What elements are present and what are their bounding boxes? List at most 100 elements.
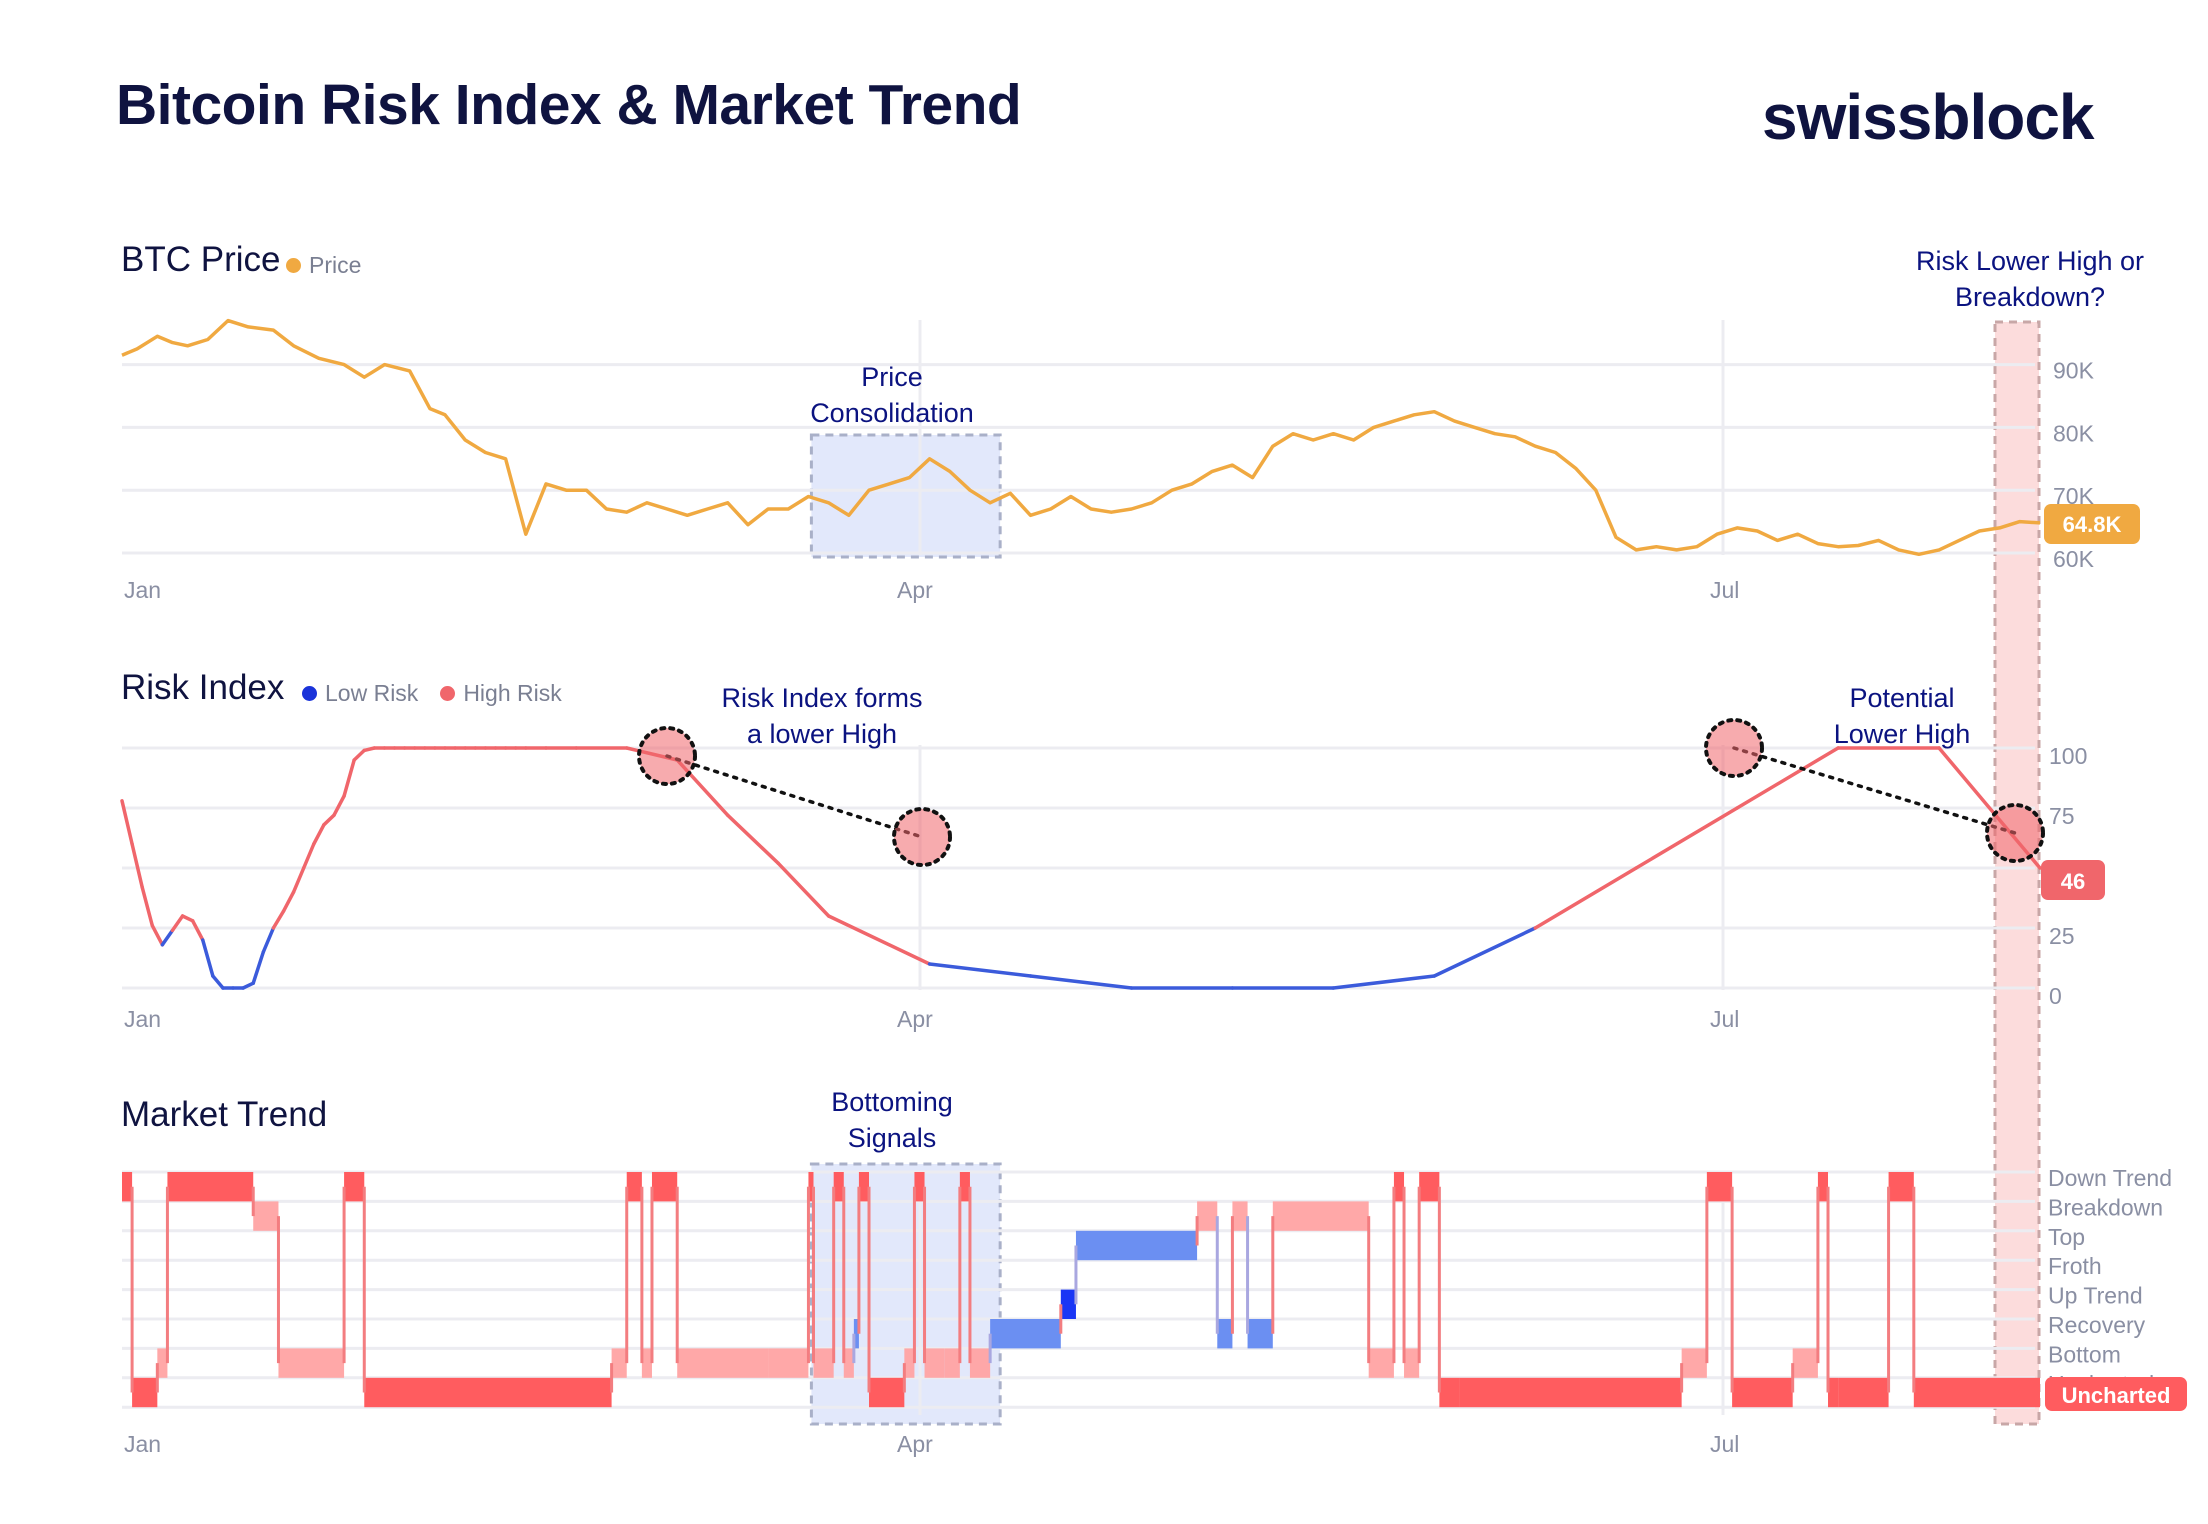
risk-series-segment: [160, 928, 175, 947]
risk-series-segment: [322, 813, 336, 827]
risk-last-value-badge: [2041, 860, 2105, 900]
trend-segment-breakdown: [1272, 1201, 1369, 1231]
annotation-potential-lower-high-line1: Potential: [1849, 683, 1954, 713]
trend-segment-recovery: [1247, 1319, 1273, 1349]
lower-high-trendline: [1732, 746, 2017, 835]
trend-segment-bottom: [768, 1348, 809, 1378]
risk-peak-marker: [1704, 718, 1764, 778]
trend-segment-down-trend: [1888, 1172, 1914, 1202]
trend-segment-uncharted: [364, 1377, 612, 1408]
risk-series-segment: [130, 842, 144, 889]
risk-series-segment: [190, 919, 205, 942]
legend-item-high-risk: High Risk: [440, 680, 562, 707]
risk-series-segment: [261, 926, 276, 954]
trend-last-value-badge: [2045, 1377, 2187, 1411]
risk-series-segment: [301, 842, 316, 870]
trend-segment-down-trend: [1393, 1172, 1405, 1202]
trend-category-label: Down Trend: [2048, 1165, 2172, 1191]
high-risk-dot-icon: [440, 686, 456, 701]
trend-category-label: Froth: [2048, 1253, 2102, 1279]
trend-segment-down-trend: [808, 1172, 814, 1202]
trend-segment-down-trend: [914, 1172, 925, 1202]
trend-segment-bottom: [1368, 1348, 1394, 1378]
risk-y-tick: 100: [2049, 743, 2087, 769]
risk-series-segment: [342, 758, 356, 798]
trend-segment-down-trend: [833, 1172, 844, 1202]
trend-segment-bottom: [1681, 1348, 1707, 1378]
price-y-tick: 90K: [2053, 358, 2095, 384]
trend-x-tick: Jan: [124, 1431, 161, 1457]
trend-segment-down-trend: [344, 1172, 365, 1202]
trend-segment-uncharted: [1838, 1377, 1889, 1408]
price-y-tick: 80K: [2053, 420, 2095, 446]
price-x-tick: Apr: [897, 577, 933, 603]
trend-segment-down-trend: [1817, 1172, 1829, 1202]
trend-segment-bottom: [1792, 1348, 1818, 1378]
risk-series-segment: [211, 974, 225, 990]
price-series-line: [121, 318, 2041, 557]
trend-segment-bottom: [278, 1348, 345, 1378]
trend-segment-uncharted: [1828, 1377, 1839, 1408]
price-last-value-badge: [2044, 504, 2140, 544]
risk-series-segment: [1634, 806, 1739, 870]
trend-panel-title: Market Trend: [121, 1095, 328, 1134]
risk-series-segment: [927, 962, 1033, 978]
annotation-lower-high-line2: a lower High: [747, 719, 897, 749]
trend-segment-bottom: [677, 1348, 769, 1378]
trend-segment-breakdown: [1197, 1201, 1218, 1231]
risk-series-segment: [170, 914, 185, 933]
chart-title: Bitcoin Risk Index & Market Trend: [116, 73, 1022, 137]
trend-category-label: Up Trend: [2048, 1283, 2143, 1309]
trend-category-label: Bottom: [2048, 1341, 2121, 1367]
risk-series-segment: [271, 909, 286, 930]
trend-segment-down-trend: [651, 1172, 678, 1202]
trend-segment-bottom: [1404, 1348, 1420, 1378]
annotation-potential-lower-high-line2: Lower High: [1834, 719, 1971, 749]
legend-label-price: Price: [309, 252, 362, 278]
trend-segment-bottom: [611, 1348, 627, 1378]
trend-segment-down-trend: [122, 1172, 133, 1202]
risk-x-tick: Apr: [897, 1006, 933, 1032]
risk-series-segment: [251, 950, 266, 985]
risk-series-segment: [725, 813, 780, 865]
annotation-price-consolidation-line2: Consolidation: [810, 398, 974, 428]
trend-segment-down-trend: [626, 1172, 642, 1202]
legend-item-low-risk: Low Risk: [302, 680, 418, 707]
trend-segment-recovery: [1217, 1319, 1233, 1349]
risk-last-value-label: 46: [2061, 869, 2085, 894]
trend-segment-breakdown: [1232, 1201, 1248, 1231]
trend-segment-down-trend: [959, 1172, 970, 1202]
risk-series-segment: [776, 861, 831, 918]
risk-series-segment: [1735, 746, 1840, 810]
risk-series-segment: [150, 923, 165, 947]
trend-segment-breakdown: [253, 1201, 279, 1231]
risk-peak-marker: [637, 726, 697, 786]
trend-x-tick: Jul: [1710, 1431, 1739, 1457]
annotation-risk-lower-high-line1: Risk Lower High or: [1916, 246, 2144, 276]
trend-segment-up-trend: [1060, 1289, 1076, 1319]
trend-segment-bottom: [904, 1348, 915, 1378]
risk-x-tick: Jul: [1710, 1006, 1739, 1032]
price-dot-icon: [286, 258, 301, 273]
trend-segment-down-trend: [1419, 1172, 1440, 1202]
risk-y-tick: 0: [2049, 983, 2062, 1009]
risk-panel-title: Risk Index: [121, 668, 285, 707]
risk-series-segment: [291, 866, 306, 894]
risk-series-segment: [332, 794, 346, 817]
annotation-price-consolidation-line1: Price: [861, 362, 923, 392]
risk-series-segment: [281, 890, 296, 913]
trend-x-tick: Apr: [897, 1431, 933, 1457]
trend-segment-uncharted: [1913, 1377, 2040, 1408]
price-panel-title: BTC Price: [121, 240, 281, 279]
trend-segment-down-trend: [1706, 1172, 1733, 1202]
trend-segment-down-trend: [858, 1172, 870, 1202]
trend-segment-uncharted: [132, 1377, 158, 1408]
risk-y-tick: 25: [2049, 923, 2075, 949]
trend-segment-recovery: [990, 1319, 1061, 1349]
price-last-value-label: 64.8K: [2063, 512, 2122, 537]
trend-segment-bottom: [843, 1348, 854, 1378]
annotation-risk-lower-high-line2: Breakdown?: [1955, 282, 2105, 312]
risk-series-segment: [140, 885, 155, 928]
legend-item-price: Price: [286, 252, 361, 279]
trend-segment-down-trend: [167, 1172, 254, 1202]
